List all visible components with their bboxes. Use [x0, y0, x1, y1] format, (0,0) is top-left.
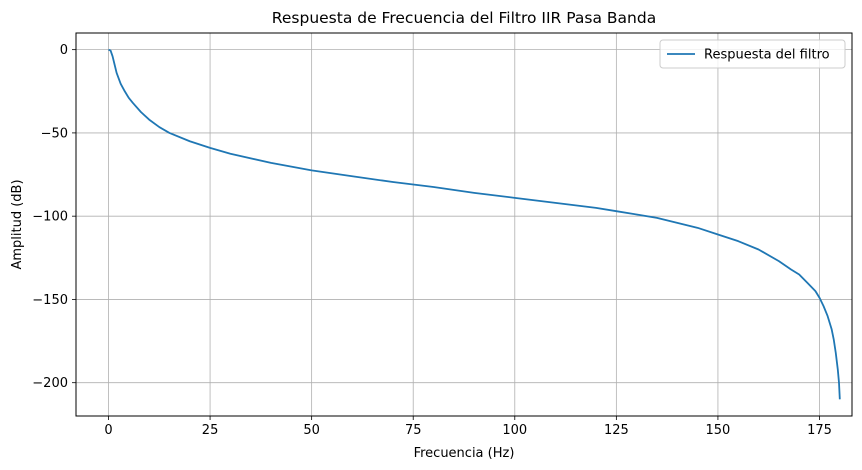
grid	[76, 33, 852, 416]
chart-title: Respuesta de Frecuencia del Filtro IIR P…	[272, 9, 656, 27]
x-axis: 0 25 50 75 100 125 150 175	[104, 416, 832, 438]
legend-label: Respuesta del filtro	[704, 48, 830, 63]
x-tick-label: 150	[706, 423, 731, 438]
y-tick-label: −150	[32, 293, 68, 308]
x-tick-label: 175	[807, 423, 832, 438]
plot-frame	[75, 32, 853, 417]
y-tick-label: 0	[60, 43, 68, 58]
x-tick-label: 100	[502, 423, 527, 438]
y-tick-label: −200	[32, 376, 68, 391]
x-axis-label: Frecuencia (Hz)	[414, 446, 515, 461]
legend: Respuesta del filtro	[659, 39, 846, 69]
y-axis: 0 −50 −100 −150 −200	[32, 43, 76, 391]
legend-frame	[659, 39, 846, 69]
y-tick-label: −50	[41, 126, 68, 141]
plot-lines	[108, 48, 841, 400]
x-tick-label: 50	[303, 423, 320, 438]
y-tick-label: −100	[32, 210, 68, 225]
y-axis-label: Amplitud (dB)	[10, 179, 25, 269]
x-tick-label: 125	[604, 423, 629, 438]
series-line-0	[108, 48, 841, 400]
x-tick-label: 25	[202, 423, 219, 438]
x-tick-label: 75	[405, 423, 422, 438]
x-tick-label: 0	[104, 423, 112, 438]
